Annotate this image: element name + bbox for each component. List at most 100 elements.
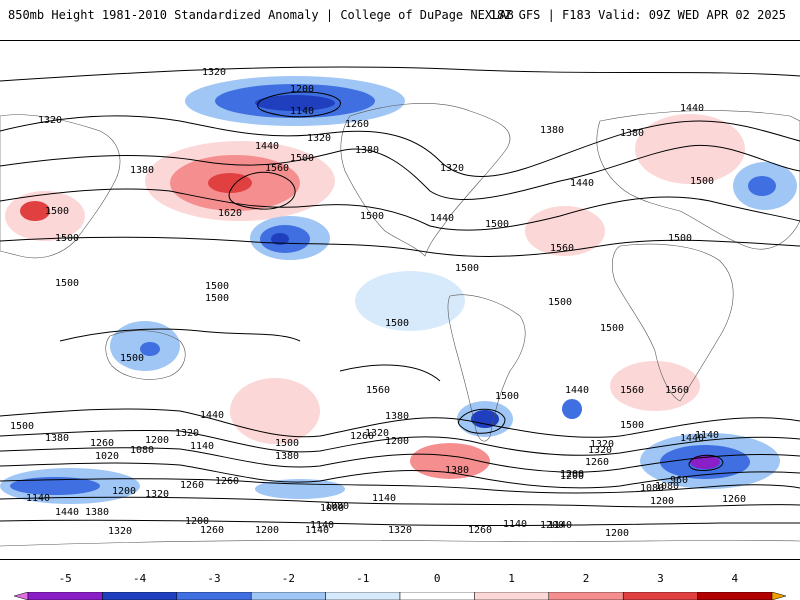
contour-label: 1080 [325,501,349,512]
contour-label: 1260 [180,480,204,491]
contour-label: 1440 [565,385,589,396]
contour-label: 1440 [570,178,594,189]
contour-label: 1620 [218,208,242,219]
colorbar-arrow-max [771,592,786,600]
contour-label: 1260 [215,476,239,487]
contour-label: 1200 [605,528,629,539]
contour-label: 1140 [372,493,396,504]
contour-label: 1500 [205,293,229,304]
contour-label: 1560 [366,385,390,396]
contour-label: 960 [670,475,688,486]
colorbar-tick-label: -4 [132,572,147,585]
contour-label: 1560 [265,163,289,174]
contour-labels: 1320 1320 1200 1140 1260 1320 1380 1440 … [10,67,746,539]
contour-label: 1260 [90,438,114,449]
contour-label: 1560 [550,243,574,254]
colorbar-tick-label: -2 [281,572,296,585]
contour-label: 1320 [307,133,331,144]
contour-label: 1200 [145,435,169,446]
contour-label: 1500 [495,391,519,402]
map-title: 850mb Height 1981-2010 Standardized Anom… [8,8,514,22]
contour-label: 1320 [145,489,169,500]
contour-label: 1380 [445,465,469,476]
contour-label: 1380 [45,433,69,444]
contour-label: 1380 [540,125,564,136]
colorbar [14,592,786,600]
anomaly-shading [0,76,797,504]
map-panel: 1320 1320 1200 1140 1260 1320 1380 1440 … [0,40,800,560]
colorbar-segment [250,592,326,600]
contour-label: 1320 [108,526,132,537]
contour-label: 1320 [175,428,199,439]
model-run-info: 18Z GFS | F183 Valid: 09Z WED APR 02 202… [489,8,786,22]
contour-label: 1500 [55,233,79,244]
contour-label: 1140 [503,519,527,530]
colorbar-tick-label: -5 [58,572,72,585]
contour-label: 1440 [200,410,224,421]
contour-label: 1140 [310,520,334,531]
contour-label: 1500 [690,176,714,187]
colorbar-segment [176,592,252,600]
contour-label: 1140 [290,106,314,117]
contour-label: 1380 [130,165,154,176]
colorbar-tick-label: -3 [207,572,221,585]
colorbar-tick-label: -1 [356,572,370,585]
contour-label: 1320 [365,428,389,439]
contour-label: 1440 [680,433,704,444]
contour-label: 1020 [95,451,119,462]
contour-label: 1500 [10,421,34,432]
contour-label: 1080 [130,445,154,456]
contour-label: 1500 [205,281,229,292]
contour-label: 1140 [695,430,719,441]
contour-label: 1140 [548,520,572,531]
colorbar-segment [548,592,624,600]
colorbar-segment [474,592,550,600]
contour-label: 1440 [430,213,454,224]
contour-label: 1320 [590,439,614,450]
contour-label: 1080 [640,483,664,494]
contour-label: 1500 [360,211,384,222]
contour-label: 1320 [388,525,412,536]
contour-label: 1380 [620,128,644,139]
contour-label: 1500 [620,420,644,431]
contour-label: 1500 [120,353,144,364]
colorbar-arrow-min [14,592,29,600]
contour-label: 1560 [665,385,689,396]
colorbar-segment [622,592,698,600]
contour-label: 1200 [560,469,584,480]
colorbar-tick-label: 3 [657,572,664,585]
contour-label: 1500 [385,318,409,329]
contour-label: 1140 [190,441,214,452]
contour-label: 1080 [320,503,344,514]
contour-label: 1440 [255,141,279,152]
height-contours [0,66,800,527]
header: 850mb Height 1981-2010 Standardized Anom… [0,0,800,30]
anomaly-map: 1320 1320 1200 1140 1260 1320 1380 1440 … [0,66,800,547]
contour-label: 1380 [355,145,379,156]
contour-label: 1260 [350,431,374,442]
contour-label: 1380 [385,411,409,422]
contour-label: 1320 [202,67,226,78]
contour-label: 1500 [290,153,314,164]
contour-label: 1140 [305,525,329,536]
contour-label: 1200 [650,496,674,507]
contour-label: 1200 [185,516,209,527]
colorbar-legend: -5-4-3-2-1012345 [14,572,786,600]
contour-label: 1200 [385,436,409,447]
colorbar-tick-label: 2 [582,572,590,585]
contour-label: 1500 [668,233,692,244]
contour-label: 1200 [112,486,136,497]
contour-label: 1320 [588,445,612,456]
contour-label: 1500 [455,263,479,274]
colorbar-segment [102,592,178,600]
contour-label: 1440 [680,103,704,114]
contour-label: 1260 [345,119,369,130]
contour-label: 1140 [26,493,50,504]
contour-label: 1260 [722,494,746,505]
colorbar-segment [697,592,773,600]
contour-label: 1080 [655,481,679,492]
contour-label: 1260 [585,457,609,468]
contour-label: 1500 [275,438,299,449]
contour-label: 1320 [38,115,62,126]
contour-label: 1500 [548,297,572,308]
